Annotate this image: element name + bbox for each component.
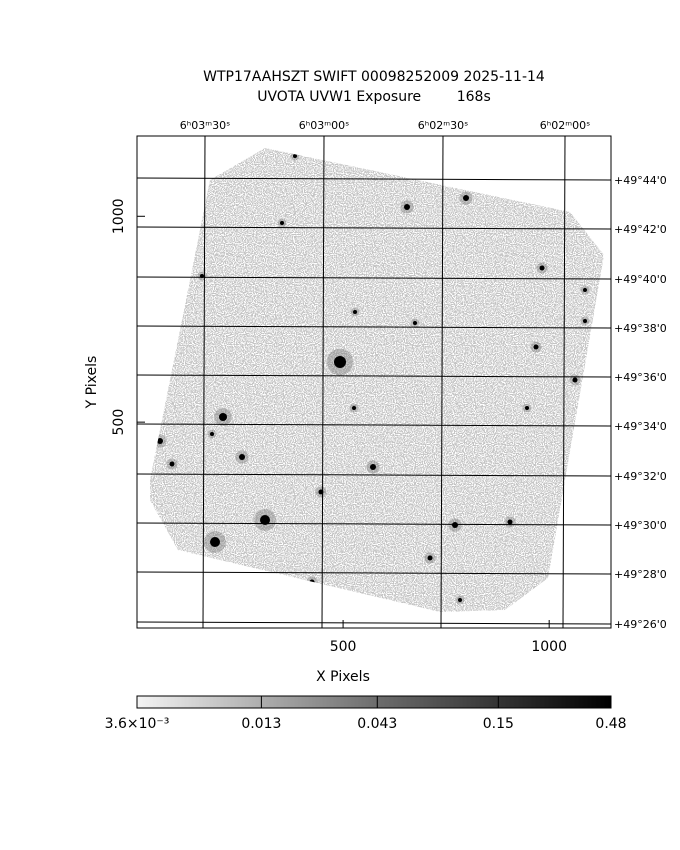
dec-label: +49°36'0 — [614, 371, 667, 384]
dec-grid-line — [136, 621, 612, 625]
star — [353, 310, 357, 314]
star — [293, 154, 297, 158]
star — [239, 454, 245, 460]
colorbar — [136, 695, 612, 709]
dec-label: +49°44'0 — [614, 174, 667, 187]
star — [309, 579, 315, 585]
x-axis-label: X Pixels — [316, 669, 370, 685]
star — [210, 432, 214, 436]
star-halo — [306, 576, 318, 588]
y-tick-label: 1000 — [111, 198, 127, 234]
ra-label: 6ʰ02ᵐ00ˢ — [540, 119, 590, 132]
dec-grid-line — [136, 374, 612, 378]
star — [169, 461, 175, 467]
star — [572, 377, 578, 383]
dec-label: +49°42'0 — [614, 223, 667, 236]
y-axis-label: Y Pixels — [84, 356, 100, 410]
colorbar-tick-label: 0.15 — [483, 716, 514, 732]
dec-label: +49°38'0 — [614, 322, 667, 335]
ra-grid-line — [202, 135, 206, 629]
star — [452, 522, 458, 528]
dec-grid-line — [136, 473, 612, 477]
star — [370, 464, 376, 470]
star — [583, 319, 587, 323]
star — [583, 288, 587, 292]
dec-label: +49°26'0 — [614, 618, 667, 631]
x-tick-label: 1000 — [531, 639, 567, 655]
star — [260, 515, 270, 525]
colorbar-tick-label: 0.48 — [595, 716, 626, 732]
star — [210, 537, 220, 547]
x-tick-label: 500 — [330, 639, 357, 655]
dec-grid-line — [136, 276, 612, 280]
colorbar-tick-label: 0.043 — [357, 716, 397, 732]
sky-image — [150, 148, 604, 612]
y-tick-label: 500 — [111, 409, 127, 436]
dec-label: +49°40'0 — [614, 273, 667, 286]
dec-grid-line — [136, 226, 612, 230]
dec-label: +49°30'0 — [614, 519, 667, 532]
dec-label: +49°34'0 — [614, 420, 667, 433]
star-halo — [595, 415, 604, 425]
star — [533, 344, 539, 350]
ra-grid-line — [321, 135, 325, 629]
star — [352, 406, 356, 410]
subtitle: UVOTA UVW1 Exposure 168s — [257, 89, 491, 105]
plot-frame — [136, 135, 612, 629]
ra-label: 6ʰ02ᵐ30ˢ — [418, 119, 468, 132]
dec-grid-line — [136, 423, 612, 427]
star — [463, 195, 469, 201]
image-noise — [150, 148, 604, 612]
ra-grid-line — [562, 135, 566, 629]
dec-grid-line — [136, 325, 612, 329]
dec-grid-line — [136, 522, 612, 526]
star — [413, 321, 417, 325]
coord-grid — [136, 135, 612, 629]
ra-label: 6ʰ03ᵐ30ˢ — [180, 119, 230, 132]
dec-label: +49°28'0 — [614, 568, 667, 581]
title: WTP17AAHSZT SWIFT 00098252009 2025-11-14 — [203, 69, 545, 85]
star — [598, 418, 602, 422]
star — [539, 265, 545, 271]
dec-grid-line — [136, 571, 612, 575]
star — [458, 598, 462, 602]
dec-label: +49°32'0 — [614, 470, 667, 483]
star — [525, 406, 529, 410]
star — [507, 519, 513, 525]
star — [219, 413, 227, 421]
colorbar-tick-label: 3.6×10⁻³ — [105, 716, 170, 732]
ra-label: 6ʰ03ᵐ00ˢ — [299, 119, 349, 132]
dec-grid-line — [136, 177, 612, 181]
star — [404, 204, 410, 210]
star — [427, 555, 433, 561]
star — [280, 221, 284, 225]
colorbar-tick-label: 0.013 — [241, 716, 281, 732]
ra-grid-line — [440, 135, 444, 629]
star — [334, 356, 346, 368]
star — [157, 438, 163, 444]
